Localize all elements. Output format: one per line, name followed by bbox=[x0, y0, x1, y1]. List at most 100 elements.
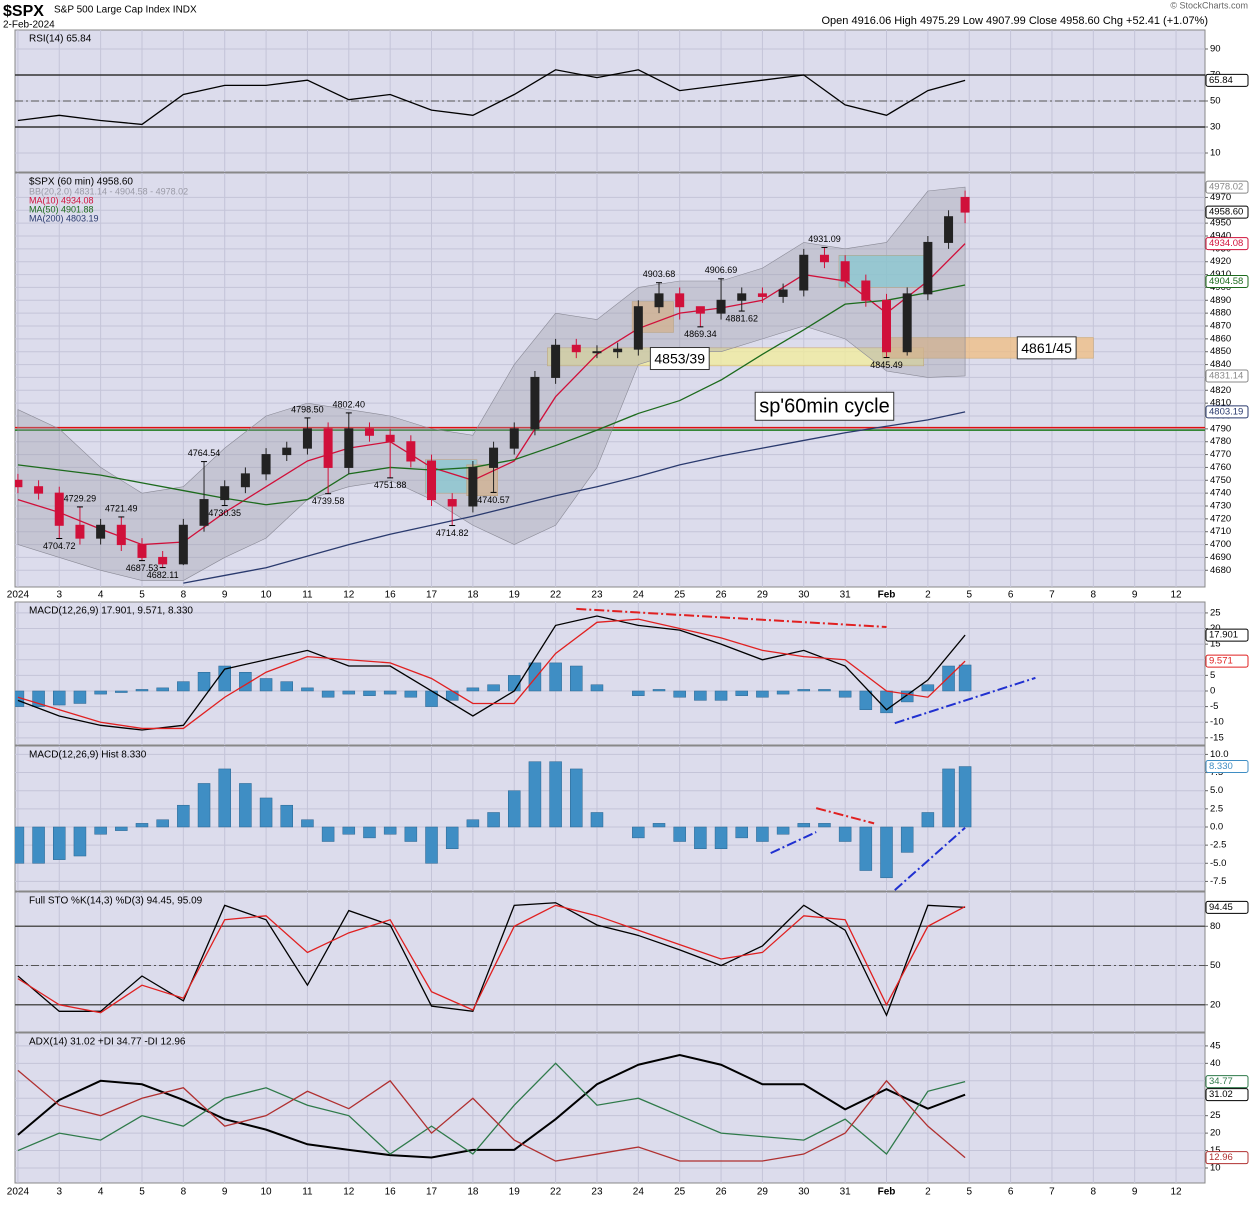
x-tick-label: 11 bbox=[302, 1187, 313, 1198]
histogram-bar bbox=[632, 690, 645, 696]
histogram-bar bbox=[466, 687, 480, 692]
histogram-bar bbox=[53, 826, 66, 860]
value-tag bbox=[1205, 205, 1249, 219]
histogram-bar bbox=[694, 826, 707, 850]
x-tick-label: 2024 bbox=[7, 590, 30, 601]
panel bbox=[15, 30, 1205, 172]
x-tick-label: 19 bbox=[509, 590, 521, 601]
value-tag-label: 4978.02 bbox=[1209, 182, 1243, 193]
candle-body bbox=[571, 344, 581, 353]
x-tick-label: 12 bbox=[1170, 1187, 1182, 1198]
histogram-bar bbox=[445, 826, 459, 850]
histogram-bar bbox=[632, 826, 645, 839]
series-line bbox=[17, 618, 966, 730]
candle-body bbox=[960, 196, 970, 213]
x-tick-label: 8 bbox=[1091, 590, 1097, 601]
value-tag bbox=[1205, 654, 1249, 668]
candle-body bbox=[737, 293, 747, 301]
x-tick-label: 30 bbox=[798, 590, 810, 601]
x-tick-label: 25 bbox=[674, 1187, 686, 1198]
candle-body bbox=[344, 428, 354, 468]
histogram-bar bbox=[321, 690, 335, 698]
histogram-bar bbox=[280, 681, 294, 692]
y-tick-label: 15 bbox=[1210, 639, 1221, 650]
histogram-bar bbox=[301, 819, 314, 828]
histogram-bar bbox=[363, 690, 376, 696]
x-tick-label: 2 bbox=[925, 590, 931, 601]
histogram-bar bbox=[818, 823, 831, 828]
histogram-bar bbox=[714, 690, 728, 701]
y-tick-label: -2.5 bbox=[1210, 840, 1226, 851]
legend-entry: MA(10) 4934.08 bbox=[29, 195, 94, 205]
y-tick-label: 4720 bbox=[1210, 513, 1231, 524]
x-tick-label: 22 bbox=[550, 1187, 562, 1198]
annotation: 4861/45 bbox=[1021, 340, 1072, 356]
y-tick-label: 15 bbox=[1210, 1145, 1221, 1156]
histogram-bar bbox=[900, 826, 914, 853]
y-tick-label: 4970 bbox=[1210, 192, 1231, 203]
x-tick-label: 18 bbox=[467, 590, 479, 601]
candle-body bbox=[302, 428, 312, 449]
histogram-bar bbox=[838, 826, 852, 842]
series-line bbox=[17, 1053, 966, 1159]
x-tick-label: 31 bbox=[840, 1187, 852, 1198]
y-tick-label: 40 bbox=[1210, 1058, 1221, 1069]
candle-body bbox=[819, 254, 829, 263]
y-tick-label: 4680 bbox=[1210, 565, 1231, 576]
annotation-box bbox=[649, 347, 710, 371]
y-tick-label: 5 bbox=[1210, 670, 1215, 681]
histogram-bar bbox=[135, 823, 149, 828]
histogram-bar bbox=[218, 768, 231, 828]
value-tag-label: 8.330 bbox=[1209, 761, 1233, 772]
histogram-bar bbox=[942, 768, 955, 828]
trendline bbox=[770, 831, 817, 855]
x-tick-label: 16 bbox=[385, 590, 397, 601]
y-tick-label: 0.0 bbox=[1210, 822, 1223, 833]
histogram-bar bbox=[958, 664, 972, 692]
candle-body bbox=[778, 289, 788, 297]
x-tick-label: 29 bbox=[757, 590, 769, 601]
panel-background bbox=[14, 891, 1206, 1033]
candle-body bbox=[116, 524, 126, 546]
x-tick-label: 3 bbox=[56, 1187, 62, 1198]
histogram-bar bbox=[342, 690, 356, 695]
panel-title: ADX(14) 31.02 +DI 34.77 -DI 12.96 bbox=[29, 1037, 186, 1048]
x-tick-label: 19 bbox=[509, 1187, 521, 1198]
candle-body bbox=[923, 241, 933, 295]
index-name: S&P 500 Large Cap Index INDX bbox=[54, 5, 197, 16]
histogram-bar bbox=[197, 672, 211, 692]
y-tick-label: 4870 bbox=[1210, 321, 1231, 332]
trendline bbox=[894, 826, 966, 891]
y-tick-label: 4820 bbox=[1210, 385, 1231, 396]
histogram-bar bbox=[507, 790, 521, 828]
candle-body bbox=[178, 524, 188, 565]
histogram-bar bbox=[673, 690, 686, 698]
y-tick-label: 4770 bbox=[1210, 449, 1231, 460]
candle-body bbox=[199, 499, 209, 526]
y-tick-label: 50 bbox=[1210, 96, 1221, 107]
candle-body bbox=[861, 280, 871, 301]
histogram-bar bbox=[280, 804, 294, 828]
y-tick-label: 5.0 bbox=[1210, 785, 1223, 796]
y-tick-label: 20 bbox=[1210, 999, 1221, 1010]
histogram-bar bbox=[735, 826, 748, 839]
candle-body bbox=[447, 499, 457, 507]
candle-body bbox=[137, 544, 147, 558]
histogram-bar bbox=[838, 690, 852, 698]
panel bbox=[15, 746, 1205, 891]
x-tick-label: 6 bbox=[1008, 590, 1014, 601]
histogram-bar bbox=[342, 826, 356, 835]
x-tick-label: 12 bbox=[343, 1187, 355, 1198]
x-tick-label: 26 bbox=[715, 590, 727, 601]
value-tag-label: 94.45 bbox=[1209, 902, 1233, 913]
y-tick-label: 4910 bbox=[1210, 269, 1231, 280]
y-tick-label: -15 bbox=[1210, 732, 1224, 743]
value-tag-label: 12.96 bbox=[1209, 1152, 1233, 1163]
x-tick-label: 2 bbox=[925, 1187, 931, 1198]
x-tick-label: 12 bbox=[343, 590, 355, 601]
price-label: 4802.40 bbox=[333, 399, 366, 409]
histogram-bar bbox=[94, 826, 107, 835]
candle-body bbox=[96, 524, 106, 539]
histogram-bar bbox=[259, 678, 273, 692]
